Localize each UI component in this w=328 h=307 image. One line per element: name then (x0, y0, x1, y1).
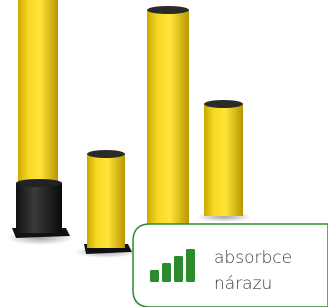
badge-text: absorbce (214, 248, 292, 268)
bollard (6, 0, 74, 245)
bollard (138, 6, 198, 236)
bollard (196, 100, 252, 222)
bollard (74, 150, 138, 258)
badge: absorbce nárazu (133, 224, 328, 307)
badge-text: nárazu (214, 274, 272, 294)
product-image: absorbce nárazu (0, 0, 328, 307)
page: {"badge": {"lines": ["absorbce", "nárazu… (0, 0, 328, 307)
